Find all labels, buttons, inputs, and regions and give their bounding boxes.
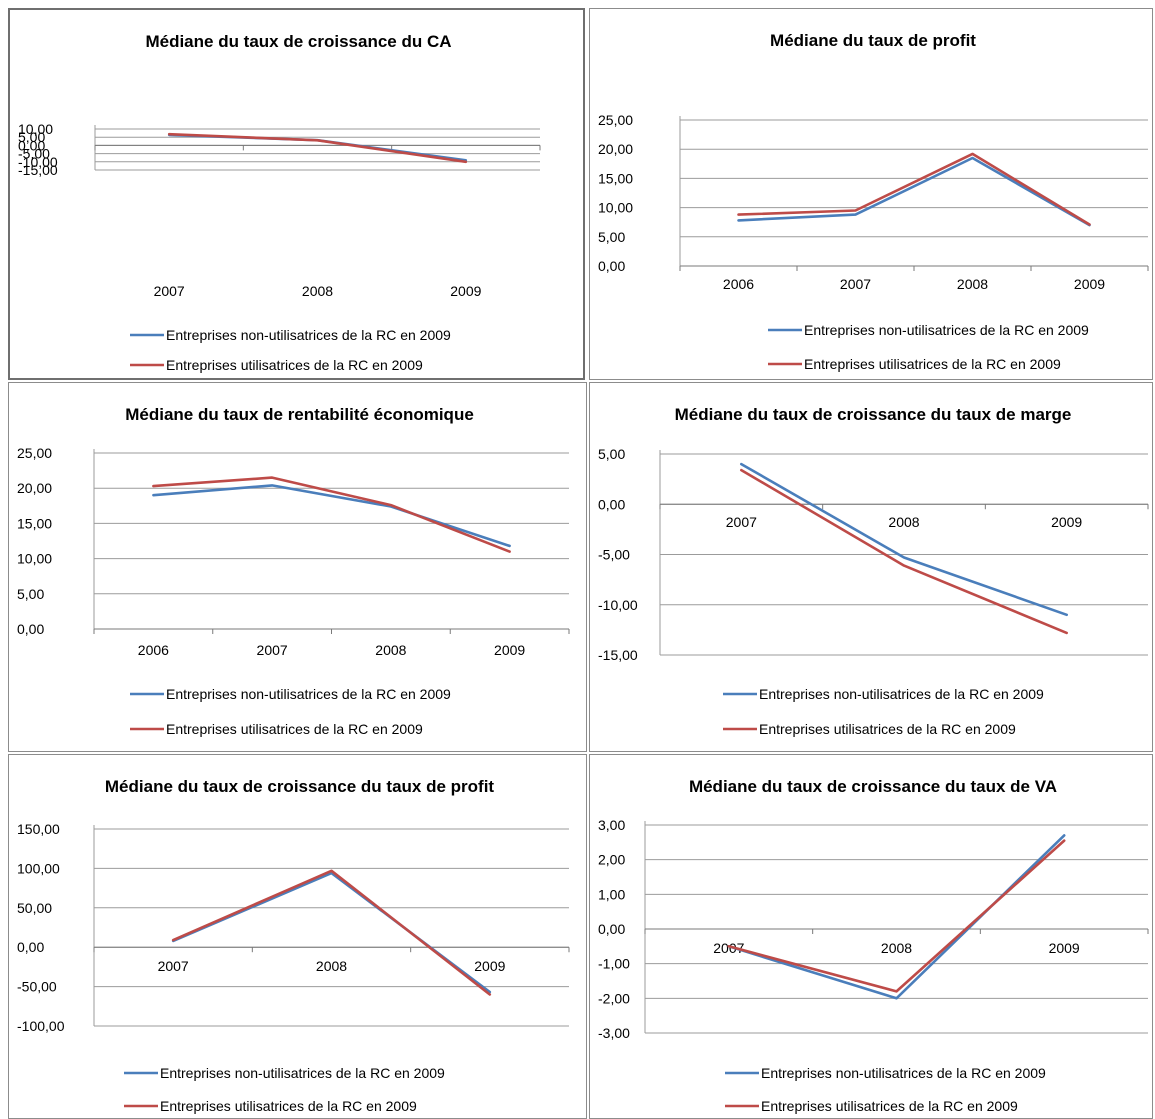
y-tick-label: 25,00 <box>17 445 52 461</box>
x-tick-label: 2008 <box>888 514 919 530</box>
chart-title: Médiane du taux de rentabilité économiqu… <box>125 405 474 424</box>
chart-title: Médiane du taux de croissance du CA <box>145 32 451 51</box>
chart-panel: Médiane du taux de croissance du taux de… <box>589 382 1153 752</box>
y-tick-label: -100,00 <box>17 1018 65 1034</box>
legend-label: Entreprises non-utilisatrices de la RC e… <box>761 1065 1046 1081</box>
legend-label: Entreprises non-utilisatrices de la RC e… <box>804 322 1089 338</box>
chart-svg: Médiane du taux de profit 25,00 20,00 15,00… <box>598 31 1149 372</box>
y-tick-label: -5,00 <box>598 547 630 563</box>
x-tick-label: 2008 <box>302 283 333 299</box>
y-tick-label: 15,00 <box>598 170 633 186</box>
x-tick-label: 2009 <box>1074 276 1105 292</box>
chart-panel: Médiane du taux de profit 25,00 20,00 15,00… <box>589 8 1153 380</box>
series-line <box>171 869 492 996</box>
legend-label: Entreprises utilisatrices de la RC en 20… <box>804 356 1061 372</box>
y-tick-label: 5,00 <box>598 446 625 462</box>
series-line <box>152 484 511 548</box>
y-tick-label: 5,00 <box>598 229 625 245</box>
y-tick-label: 0,00 <box>17 621 44 637</box>
y-tick-label: 10,00 <box>598 200 633 216</box>
x-tick-label: 2007 <box>840 276 871 292</box>
x-tick-label: 2008 <box>881 940 912 956</box>
y-tick-label: 0,00 <box>17 939 44 955</box>
chart-svg: Médiane du taux de croissance du taux de… <box>598 405 1149 737</box>
series-line <box>152 476 511 553</box>
y-tick-label: 150,00 <box>17 821 60 837</box>
x-tick-label: 2008 <box>957 276 988 292</box>
legend-label: Entreprises utilisatrices de la RC en 20… <box>160 1098 417 1114</box>
series-line <box>740 462 1069 617</box>
legend-label: Entreprises utilisatrices de la RC en 20… <box>166 721 423 737</box>
chart-svg: Médiane du taux de croissance du CA 10,00… <box>18 32 541 373</box>
y-tick-label: 0,00 <box>18 137 45 153</box>
y-tick-label: 20,00 <box>17 480 52 496</box>
series-line <box>167 132 468 164</box>
y-tick-label: -15,00 <box>18 162 58 178</box>
x-tick-label: 2006 <box>723 276 754 292</box>
x-tick-label: 2007 <box>154 283 185 299</box>
legend-label: Entreprises utilisatrices de la RC en 20… <box>166 357 423 373</box>
x-tick-label: 2009 <box>474 958 505 974</box>
chart-title: Médiane du taux de profit <box>770 31 976 50</box>
x-tick-label: 2006 <box>138 642 169 658</box>
y-tick-label: 0,00 <box>598 496 625 512</box>
series-line <box>727 839 1066 993</box>
chart-panel: Médiane du taux de croissance du taux de… <box>589 754 1153 1119</box>
x-tick-label: 2007 <box>257 642 288 658</box>
x-tick-label: 2007 <box>713 940 744 956</box>
x-tick-label: 2009 <box>1051 514 1082 530</box>
chart-svg: Médiane du taux de croissance du taux de… <box>17 777 570 1114</box>
y-tick-label: 10,00 <box>18 121 53 137</box>
chart-title: Médiane du taux de croissance du taux de… <box>689 777 1057 796</box>
chart-svg: Médiane du taux de croissance du taux de… <box>598 777 1149 1114</box>
y-tick-label: 15,00 <box>17 515 52 531</box>
y-tick-label: -15,00 <box>598 647 638 663</box>
chart-title: Médiane du taux de croissance du taux de… <box>675 405 1072 424</box>
series-line <box>737 156 1091 227</box>
x-tick-label: 2008 <box>375 642 406 658</box>
legend-label: Entreprises utilisatrices de la RC en 20… <box>759 721 1016 737</box>
y-tick-label: -3,00 <box>598 1025 630 1041</box>
y-tick-label: 3,00 <box>598 817 625 833</box>
x-tick-label: 2007 <box>158 958 189 974</box>
y-tick-label: 5,00 <box>17 586 44 602</box>
legend-label: Entreprises non-utilisatrices de la RC e… <box>166 327 451 343</box>
y-tick-label: 100,00 <box>17 860 60 876</box>
y-tick-label: -10,00 <box>18 154 58 170</box>
x-tick-label: 2009 <box>450 283 481 299</box>
series-line <box>171 871 492 994</box>
y-tick-label: 5,00 <box>18 129 45 145</box>
chart-title: Médiane du taux de croissance du taux de… <box>105 777 495 796</box>
y-tick-label: -1,00 <box>598 956 630 972</box>
y-tick-label: 50,00 <box>17 900 52 916</box>
x-tick-label: 2007 <box>726 514 757 530</box>
chart-panel: Médiane du taux de rentabilité économiqu… <box>8 382 587 752</box>
x-tick-label: 2008 <box>316 958 347 974</box>
chart-panel: Médiane du taux de croissance du CA 10,00… <box>8 8 585 380</box>
x-tick-label: 2009 <box>1049 940 1080 956</box>
legend-label: Entreprises utilisatrices de la RC en 20… <box>761 1098 1018 1114</box>
y-tick-label: -5,00 <box>18 146 50 162</box>
y-tick-label: 20,00 <box>598 141 633 157</box>
y-tick-label: 2,00 <box>598 852 625 868</box>
legend-label: Entreprises non-utilisatrices de la RC e… <box>166 686 451 702</box>
chart-svg: Médiane du taux de rentabilité économiqu… <box>17 405 570 737</box>
y-tick-label: 1,00 <box>598 886 625 902</box>
y-tick-label: -10,00 <box>598 597 638 613</box>
x-tick-label: 2009 <box>494 642 525 658</box>
y-tick-label: -50,00 <box>17 979 57 995</box>
y-tick-label: 25,00 <box>598 112 633 128</box>
y-tick-label: 0,00 <box>598 921 625 937</box>
series-line <box>740 468 1069 635</box>
series-line <box>737 152 1091 226</box>
legend-label: Entreprises non-utilisatrices de la RC e… <box>759 686 1044 702</box>
chart-panel: Médiane du taux de croissance du taux de… <box>8 754 587 1119</box>
y-tick-label: 0,00 <box>598 258 625 274</box>
y-tick-label: 10,00 <box>17 551 52 567</box>
y-tick-label: -2,00 <box>598 990 630 1006</box>
legend-label: Entreprises non-utilisatrices de la RC e… <box>160 1065 445 1081</box>
